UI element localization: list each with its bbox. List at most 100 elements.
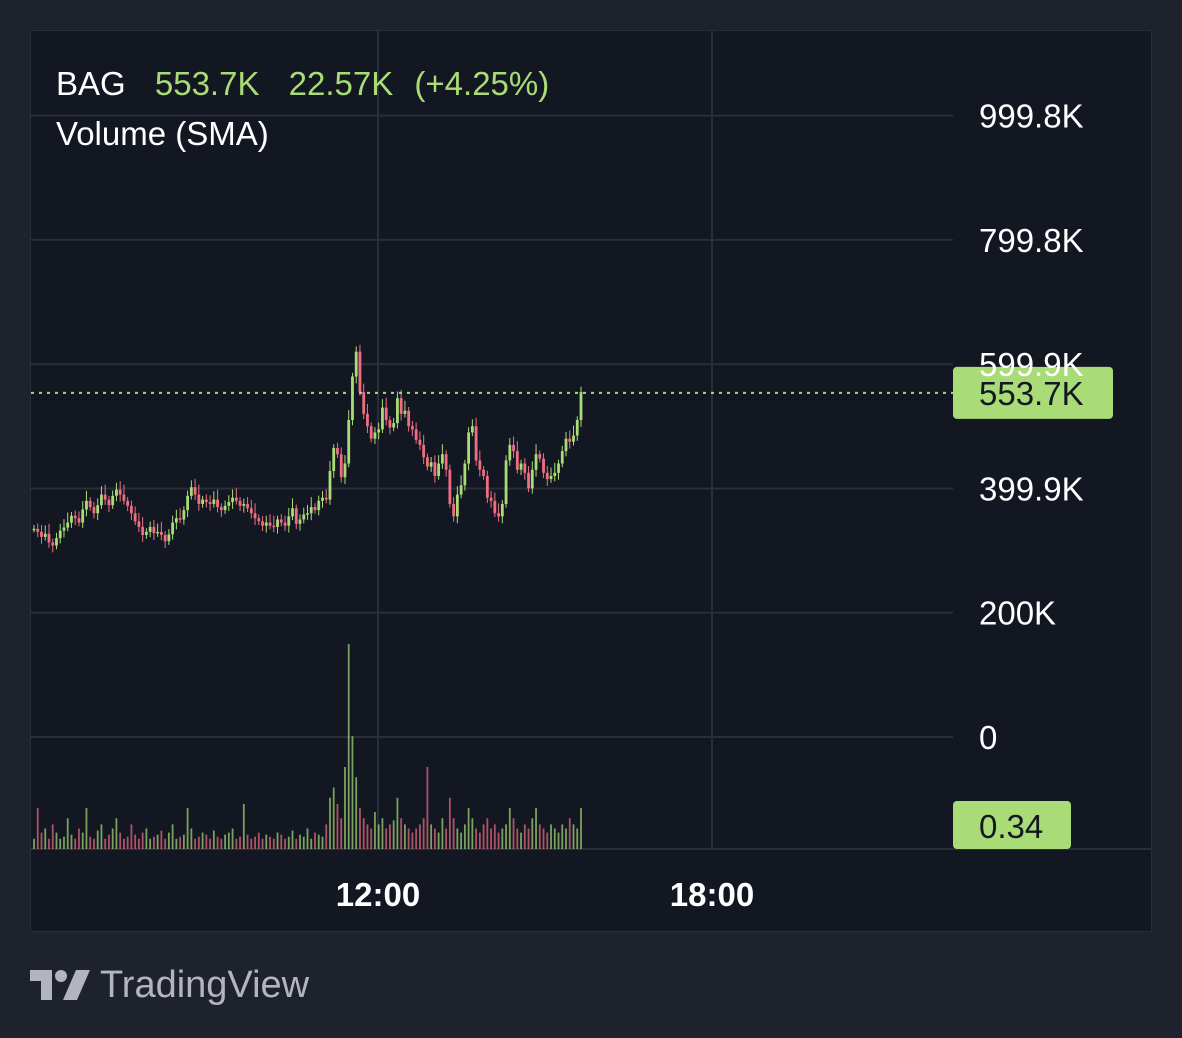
volume-bar	[119, 832, 122, 849]
volume-bar	[171, 824, 174, 849]
volume-bar	[284, 838, 286, 849]
candle-body	[579, 392, 583, 421]
candle-body	[141, 526, 145, 536]
chart-frame[interactable]: 553.7K 0.34 999.8K 799.8K 599.9K 399.9K 200K 0…	[30, 30, 1153, 933]
volume-bar	[310, 838, 313, 849]
candle-body	[212, 499, 216, 504]
volume-bar	[51, 824, 54, 849]
volume-bar	[134, 834, 137, 849]
candle-body	[219, 507, 223, 511]
volume-bar	[306, 828, 309, 849]
volume-bar	[362, 818, 365, 849]
candle-body	[542, 458, 545, 473]
candle-body	[369, 426, 373, 439]
candle-body	[470, 426, 474, 433]
volume-bar	[392, 820, 395, 849]
volume-bar	[542, 828, 545, 849]
candle-body	[70, 515, 73, 523]
candle-body	[234, 497, 238, 501]
volume-bar	[280, 834, 283, 849]
volume-bar	[194, 838, 197, 849]
candle-body	[568, 438, 572, 442]
volume-bar	[497, 832, 500, 849]
volume-bar	[520, 832, 522, 849]
candle-body	[193, 487, 197, 495]
candle-body	[159, 531, 163, 536]
candle-body	[467, 432, 471, 464]
volume-bar	[482, 824, 485, 849]
volume-bar	[538, 824, 541, 849]
price-tick-label: 599.9K	[979, 346, 1084, 383]
volume-bar	[111, 828, 114, 849]
volume-bar	[404, 824, 406, 849]
volume-bar	[550, 824, 552, 849]
volume-bar	[456, 828, 459, 849]
candle-body	[403, 410, 407, 414]
candle-body	[575, 420, 579, 436]
volume-bar	[561, 824, 564, 849]
candle-body	[351, 376, 354, 421]
volume-bar	[239, 836, 241, 849]
volume-bar	[385, 828, 388, 849]
volume-bar	[332, 787, 335, 849]
candle-body	[51, 542, 55, 546]
volume-bar	[224, 834, 226, 849]
volume-bar	[418, 824, 421, 849]
volume-bar	[276, 832, 279, 849]
candle-body	[452, 503, 456, 517]
candle-body	[332, 447, 336, 471]
candle-body	[43, 533, 47, 537]
volume-bar	[74, 838, 77, 849]
volume-bar	[164, 838, 167, 849]
candle-body	[47, 533, 51, 543]
legend-symbol: BAG	[56, 65, 126, 102]
candle-body	[328, 470, 332, 500]
volume-bar	[182, 834, 185, 849]
tradingview-brand[interactable]: TradingView	[30, 960, 309, 1010]
chart-svg[interactable]: 553.7K 0.34 999.8K 799.8K 599.9K 399.9K 200K 0…	[31, 31, 1153, 933]
volume-bar	[422, 818, 425, 849]
volume-bar	[355, 777, 358, 849]
overlays: 553.7K 0.34	[31, 366, 1113, 849]
candle-body	[73, 515, 77, 519]
volume-bar	[407, 828, 410, 849]
volume-badge-text: 0.34	[979, 808, 1043, 845]
candle-body	[433, 462, 437, 476]
candle-body	[163, 535, 167, 542]
candle-body	[77, 518, 81, 523]
brand-name: TradingView	[100, 963, 310, 1006]
volume-bar	[546, 832, 549, 849]
volume-bar	[317, 834, 320, 849]
candle-body	[418, 439, 422, 445]
candle-body	[425, 457, 429, 467]
volume-bar	[250, 838, 253, 849]
volume-bar	[389, 824, 391, 849]
volume-bar	[411, 832, 414, 849]
candle-body	[231, 497, 234, 503]
candle-body	[504, 460, 508, 504]
candle-body	[148, 526, 152, 532]
candle-body	[279, 519, 283, 523]
legend-change: 22.57K	[288, 65, 394, 102]
volume-bar	[175, 838, 178, 849]
volume-bar	[374, 812, 376, 849]
volume-bar	[299, 834, 301, 849]
candle-body	[347, 420, 351, 464]
volume-bar	[257, 832, 260, 849]
candle-body	[448, 469, 452, 504]
candle-body	[553, 472, 557, 476]
volume-bar	[123, 838, 125, 849]
volume-bar	[508, 808, 511, 849]
volume-bars	[33, 644, 582, 849]
candle-body	[381, 407, 384, 430]
candle-body	[55, 538, 58, 546]
volume-bar	[490, 828, 492, 849]
legend-change-pct: (+4.25%)	[414, 65, 550, 102]
candle-body	[444, 454, 448, 470]
candle-body	[313, 507, 317, 511]
candle-body	[167, 534, 171, 542]
time-tick-label: 12:00	[336, 876, 420, 913]
candle-body	[545, 472, 549, 480]
candle-body	[508, 444, 512, 461]
candle-body	[358, 351, 362, 393]
